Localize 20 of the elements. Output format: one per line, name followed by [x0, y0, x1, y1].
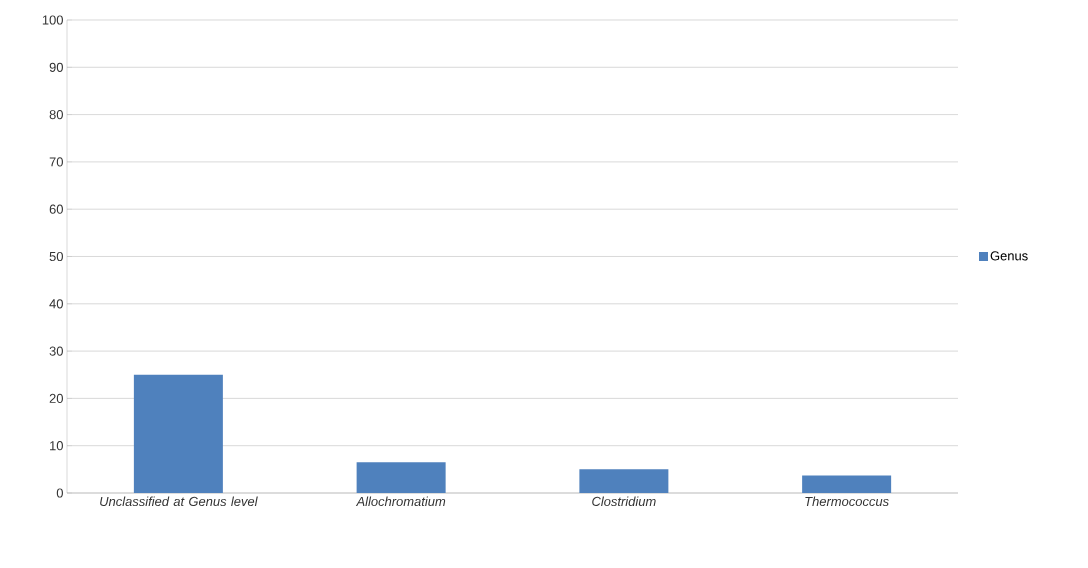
y-tick-label: 10 — [50, 441, 63, 451]
x-tick-label: Clostridium — [592, 496, 656, 507]
y-tick-label: 80 — [49, 110, 63, 120]
legend-label: Genus — [990, 251, 1028, 261]
bar — [802, 475, 892, 493]
y-tick-label: 100 — [42, 15, 63, 25]
y-tick-label: 30 — [49, 346, 63, 356]
bar — [356, 462, 446, 493]
y-tick-label: 50 — [49, 251, 63, 262]
x-tick-label: Allochromatium — [355, 496, 446, 507]
y-tick-label: 70 — [49, 157, 63, 167]
x-tick-label: Unclassified at Genus level — [100, 496, 258, 507]
y-tick-label: 60 — [49, 204, 63, 214]
y-tick-label: 40 — [49, 299, 63, 309]
y-tick-label: 0 — [56, 488, 63, 498]
bar — [133, 374, 223, 493]
y-tick-label: 90 — [49, 62, 63, 72]
bar — [579, 469, 669, 493]
y-tick-label: 20 — [49, 393, 63, 403]
x-tick-label: Thermococcus — [805, 496, 889, 507]
